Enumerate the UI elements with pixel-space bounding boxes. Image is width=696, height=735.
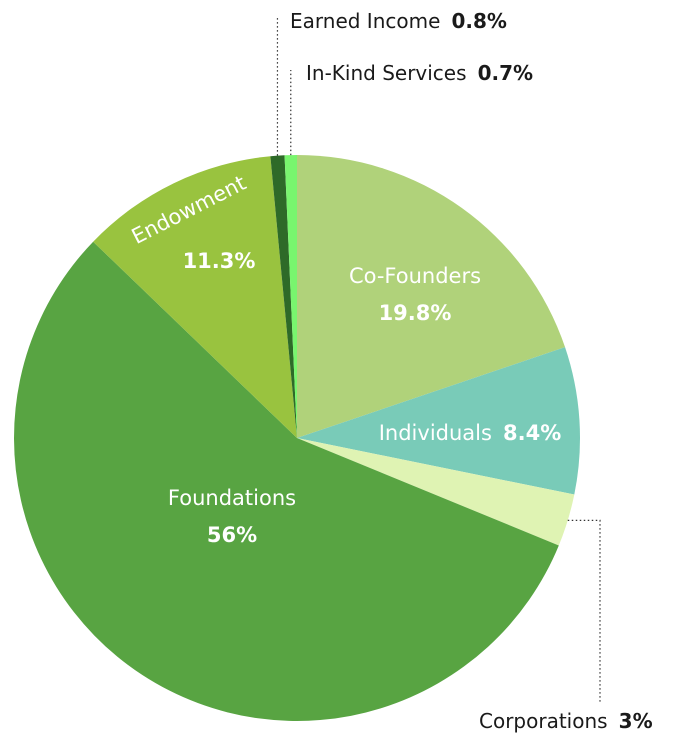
slice-value-co-founders: 19.8%: [379, 301, 452, 325]
ext-label-earned-income: Earned Income: [290, 9, 440, 33]
slice-text-individuals: Individuals 8.4%: [379, 421, 562, 445]
ext-text-corporations: Corporations 3%: [479, 709, 653, 733]
pie-slice-in-kind-services: [284, 154, 297, 438]
slice-label-individuals: Individuals: [379, 421, 492, 445]
ext-text-earned-income: Earned Income 0.8%: [290, 9, 507, 33]
pie-slice-foundations: [14, 241, 559, 721]
pie-slice-co-founders: [297, 155, 566, 438]
ext-value-earned-income: 0.8%: [451, 9, 506, 33]
slice-label-co-founders: Co-Founders: [349, 264, 481, 288]
ext-label-corporations: Corporations: [479, 709, 608, 733]
pie-slices: [14, 154, 581, 721]
slice-value-foundations: 56%: [207, 523, 257, 547]
ext-label-in-kind-services: In-Kind Services: [306, 61, 467, 85]
pie-slice-corporations: [297, 438, 575, 546]
ext-value-corporations: 3%: [619, 709, 653, 733]
slice-label-foundations: Foundations: [168, 486, 296, 510]
pie-slice-earned-income: [270, 155, 297, 438]
pie-slice-endowment: [93, 156, 298, 438]
leader-corporations: [567, 519, 601, 704]
leader-lines: [276, 18, 601, 704]
ext-value-in-kind-services: 0.7%: [478, 61, 533, 85]
ext-text-in-kind-services: In-Kind Services 0.7%: [306, 61, 533, 85]
slice-value-endowment: 11.3%: [183, 249, 256, 273]
slice-value-individuals: 8.4%: [503, 421, 561, 445]
pie-slice-individuals: [297, 347, 581, 495]
